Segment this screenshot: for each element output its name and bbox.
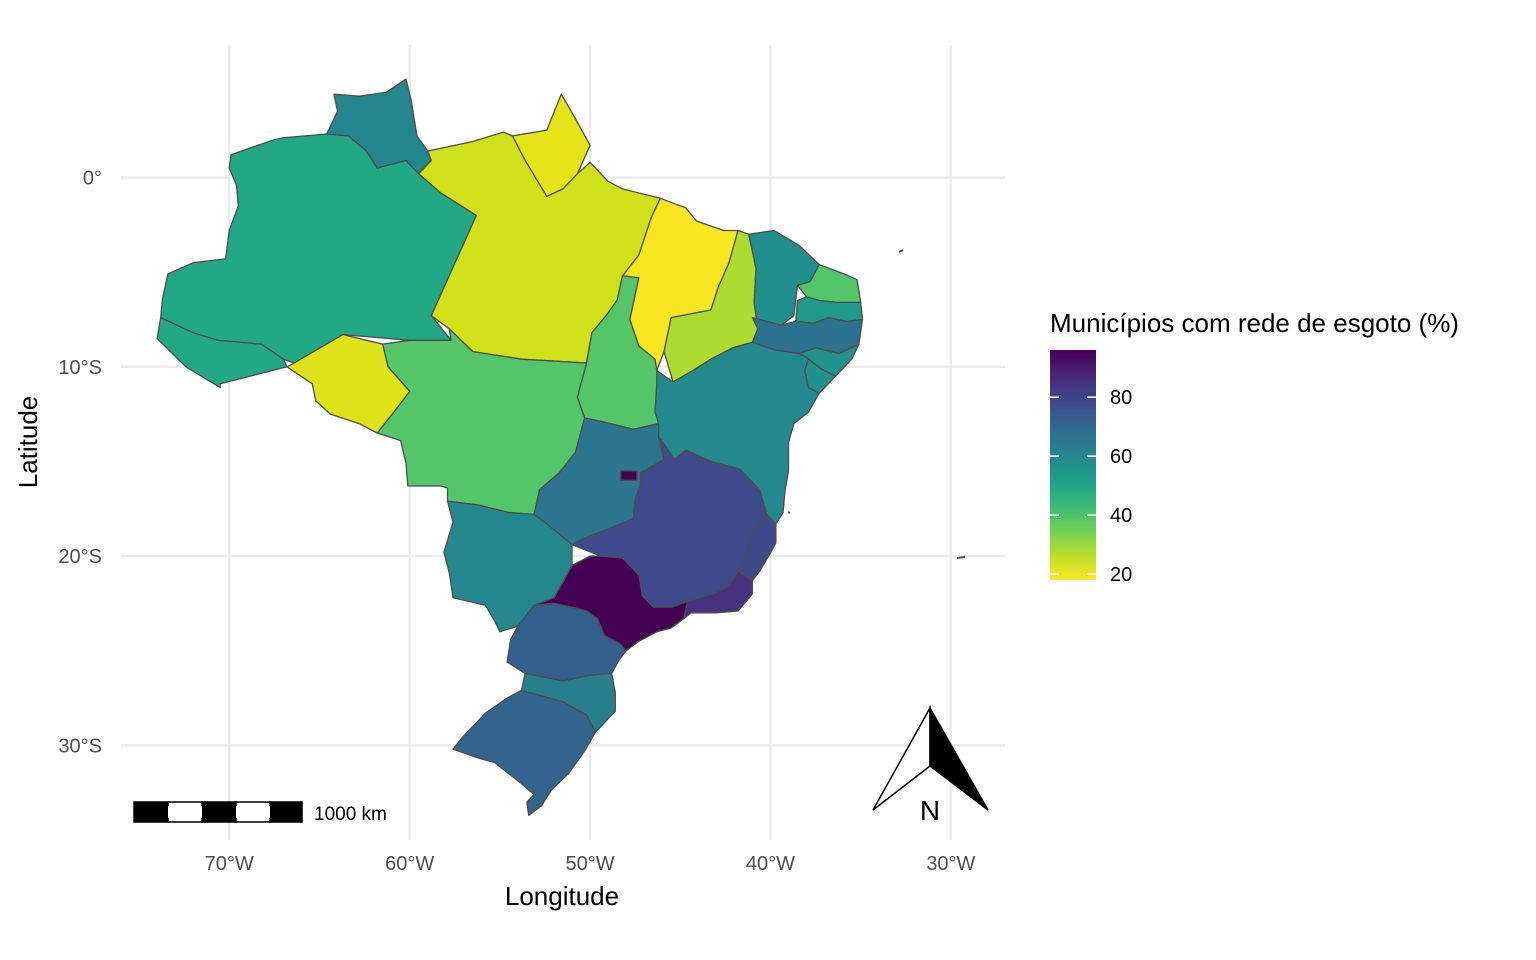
island-fernando-de-noronha: [898, 249, 904, 253]
island-abrolhos: [787, 511, 791, 514]
state-df[interactable]: [620, 470, 638, 482]
y-tick-label: 10°S: [58, 357, 102, 379]
legend-title: Municípios com rede de esgoto (%): [1050, 308, 1459, 338]
state-pr[interactable]: [506, 602, 627, 682]
axis-ticks: 70°W 60°W 50°W 40°W 30°W 0° 10°S 20°S 30°S: [58, 168, 975, 876]
x-tick-label: 50°W: [565, 853, 614, 875]
legend-tick-label: 80: [1110, 387, 1132, 409]
north-arrow: N: [872, 705, 989, 826]
legend-tick-label: 60: [1110, 446, 1132, 468]
scale-bar-inner-white: [168, 806, 202, 818]
scale-bar-segment: [133, 801, 169, 823]
x-tick-label: 60°W: [385, 853, 434, 875]
legend-ticks: 20 40 60 80: [1050, 387, 1132, 586]
legend: Municípios com rede de esgoto (%) 20 40 60…: [1050, 308, 1459, 586]
north-arrow-right-half: [929, 705, 989, 811]
scale-bar-segment: [201, 801, 237, 823]
island-trindade: [956, 556, 966, 559]
north-arrow-label: N: [920, 795, 940, 826]
island-markers: [787, 249, 966, 559]
y-tick-label: 30°S: [58, 735, 102, 757]
state-rs[interactable]: [452, 689, 597, 817]
y-tick-label: 0°: [83, 168, 102, 190]
state-es[interactable]: [737, 513, 777, 582]
legend-tick-label: 40: [1110, 505, 1132, 527]
y-tick-label: 20°S: [58, 546, 102, 568]
scale-bar-label: 1000 km: [314, 804, 387, 825]
x-axis-title: Longitude: [505, 881, 619, 911]
x-tick-label: 40°W: [746, 853, 795, 875]
scale-bar-segment: [269, 801, 303, 823]
y-axis-title: Latitude: [13, 396, 43, 489]
x-tick-label: 70°W: [205, 853, 254, 875]
state-ce[interactable]: [748, 229, 820, 330]
scale-bar: 1000 km: [133, 801, 387, 825]
state-ro[interactable]: [286, 333, 411, 434]
legend-tick-label: 20: [1110, 564, 1132, 586]
legend-colorbar: [1050, 350, 1096, 580]
scale-bar-inner-white: [236, 806, 270, 818]
states-layer: [156, 78, 864, 817]
x-tick-label: 30°W: [926, 853, 975, 875]
